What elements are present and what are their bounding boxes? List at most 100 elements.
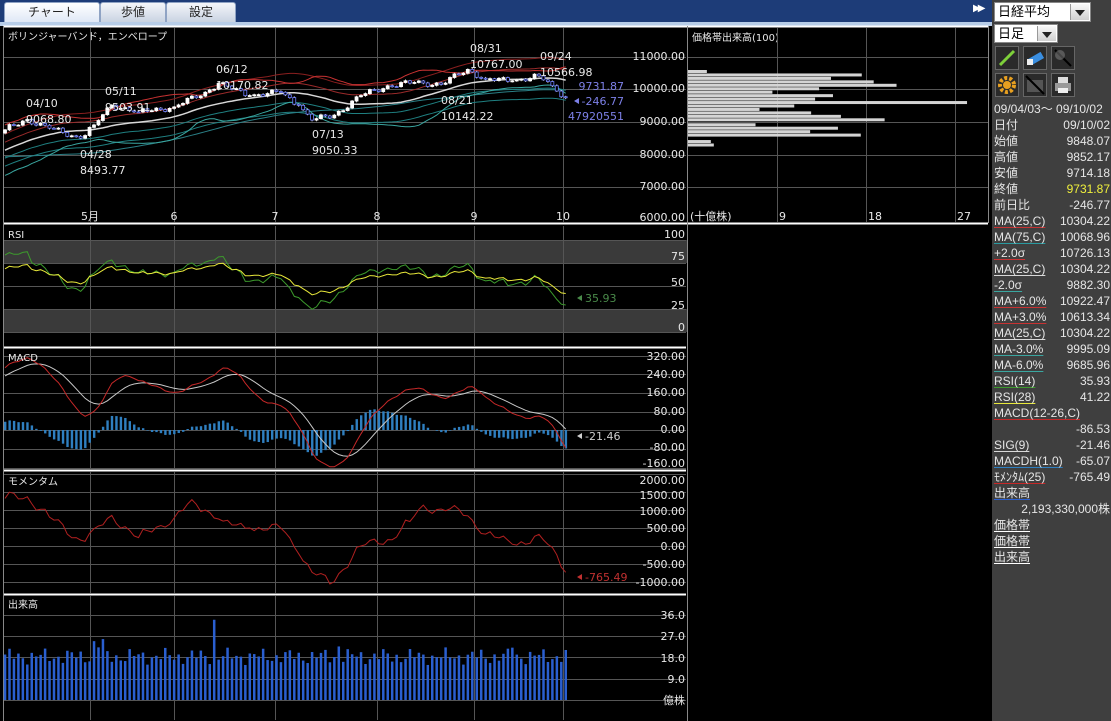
macd-histogram-bar (248, 430, 252, 440)
macd-histogram-bar (440, 430, 443, 433)
candle (20, 120, 25, 126)
info-label[interactable]: 価格帯 (994, 534, 1031, 548)
volume-bar (293, 658, 296, 700)
candle (421, 80, 426, 84)
info-label[interactable]: 出来高 (994, 550, 1031, 564)
candle (385, 85, 390, 89)
profile-bar (688, 101, 968, 105)
price-axis-label: 9000.00 (640, 115, 686, 128)
macd-histogram-bar (337, 430, 341, 440)
info-label[interactable]: MA-3.0% (994, 342, 1044, 356)
annotation-date: 09/24 (540, 50, 572, 63)
candle (470, 68, 475, 73)
volume-bar (537, 654, 541, 700)
symbol-value: 日経平均 (998, 4, 1051, 19)
candle (554, 85, 559, 92)
volume-bar (364, 663, 367, 700)
tab-ticks[interactable]: 歩値 (100, 2, 166, 22)
info-row: 高値 9852.17 (994, 149, 1110, 165)
profile-axis-label: 9 (779, 210, 786, 223)
price-axis-label: 8000.00 (640, 148, 686, 161)
info-label[interactable]: MA(25,C) (994, 214, 1046, 228)
info-label[interactable]: -2.0σ (994, 278, 1023, 292)
volume-bar (83, 662, 87, 700)
chevron-down-icon[interactable] (1070, 4, 1089, 20)
volume-bar (533, 655, 536, 700)
info-label[interactable]: MA+6.0% (994, 294, 1047, 308)
price-axis-label: 11000.00 (633, 50, 686, 63)
candle (261, 94, 266, 97)
info-label[interactable]: RSI(28) (994, 390, 1036, 404)
double-chevron-right-icon[interactable]: ▶▶ (973, 3, 986, 14)
candle (359, 95, 363, 98)
profile-bar (688, 87, 820, 91)
macd-histogram-bar (538, 430, 541, 433)
macd-histogram-bar (275, 430, 278, 439)
info-value: -246.77 (1069, 198, 1110, 212)
info-row: 終値 9731.87 (994, 181, 1110, 197)
volume-bar (226, 647, 229, 700)
volume-bar (368, 659, 372, 700)
volume-bar (413, 657, 416, 700)
period-select[interactable]: 日足 (994, 24, 1058, 43)
info-label[interactable]: RSI(14) (994, 374, 1036, 388)
eraser-icon[interactable] (1023, 46, 1047, 70)
volume-bar (159, 659, 163, 700)
macd-histogram-bar (400, 415, 403, 430)
macd-signal-line (4, 363, 567, 457)
rsi-axis-label: 100 (664, 228, 685, 241)
annotation-date: 08/31 (470, 42, 502, 55)
tab-chart[interactable]: チャート (4, 2, 100, 22)
tab-settings[interactable]: 設定 (166, 2, 236, 22)
price-axis-label: 6000.00 (640, 211, 686, 224)
info-label[interactable]: MA(25,C) (994, 262, 1046, 276)
macd-histogram-bar (551, 430, 554, 438)
candle (176, 104, 181, 108)
info-label[interactable]: MA(25,C) (994, 326, 1046, 340)
info-label[interactable]: 出来高 (994, 486, 1031, 500)
info-label[interactable]: MA(75,C) (994, 230, 1046, 244)
info-label[interactable]: ﾓﾒﾝﾀﾑ(25) (994, 470, 1046, 484)
last-close-label: 9731.87 (579, 80, 625, 93)
volume-bar (471, 651, 474, 700)
candle (430, 84, 435, 87)
info-label[interactable]: MA-6.0% (994, 358, 1044, 372)
info-label[interactable]: MA+3.0% (994, 310, 1047, 324)
info-label[interactable]: MACDH(1.0) (994, 454, 1063, 468)
volume-bar (195, 657, 198, 700)
volume-bar (177, 654, 180, 700)
macd-axis-label: 240.00 (647, 368, 686, 381)
volume-bar (239, 656, 243, 700)
macd-histogram-bar (311, 430, 314, 456)
chevron-down-icon[interactable] (1037, 26, 1056, 41)
marker-arrow-icon (577, 433, 582, 439)
chart-area[interactable]: 11000.0010000.009000.008000.007000.00600… (0, 0, 992, 721)
price-panel-title: ボリンジャーバンド，エンベロープ (8, 31, 167, 43)
annotation-date: 07/13 (312, 128, 344, 141)
pencil-icon[interactable] (995, 46, 1019, 70)
info-value: 10304.22 (1059, 326, 1110, 340)
candle (123, 107, 128, 110)
info-label[interactable]: SIG(9) (994, 438, 1030, 452)
line-delete-icon[interactable] (1023, 73, 1047, 97)
candle (425, 82, 430, 87)
trendline-icon[interactable] (1051, 46, 1075, 70)
info-label[interactable]: +2.0σ (994, 246, 1026, 260)
macd-histogram-bar (395, 414, 398, 430)
gear-icon[interactable] (995, 73, 1019, 97)
info-label[interactable]: 価格帯 (994, 518, 1031, 532)
info-row: MACD(12-26,C) (994, 405, 1110, 421)
profile-bar (688, 73, 862, 77)
period-value: 日足 (998, 26, 1025, 41)
macd-histogram-bar (35, 428, 38, 430)
chart-background (0, 26, 992, 721)
printer-icon[interactable] (1051, 73, 1075, 97)
info-label[interactable]: MACD(12-26,C) (994, 406, 1081, 420)
month-axis-label: 10 (556, 210, 570, 223)
candle (528, 78, 532, 82)
volume-bar (97, 647, 100, 700)
price-axis-label: 10000.00 (633, 82, 686, 95)
symbol-select[interactable]: 日経平均 (994, 2, 1091, 22)
volume-bar (279, 662, 283, 700)
candle (403, 80, 408, 83)
